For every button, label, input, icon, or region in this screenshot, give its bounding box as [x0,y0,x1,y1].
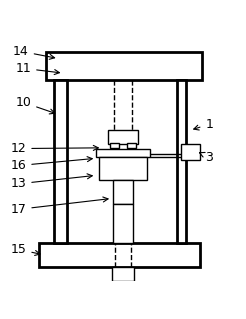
Text: 3: 3 [200,151,213,164]
Text: 14: 14 [13,45,55,59]
Bar [108,130,138,144]
Text: 11: 11 [15,62,60,75]
Bar [39,243,200,267]
Bar [181,144,200,160]
Bar [96,149,150,157]
Bar [127,143,136,148]
Text: 16: 16 [11,157,92,172]
Bar [99,157,147,180]
Bar [110,143,119,148]
Text: 17: 17 [11,197,108,216]
Text: 13: 13 [11,174,92,190]
Bar [113,204,133,243]
Bar [54,80,67,243]
Text: 1: 1 [194,118,213,131]
Text: 10: 10 [15,96,55,114]
Text: 12: 12 [11,142,98,155]
Text: 15: 15 [11,243,40,256]
Bar [113,180,133,204]
Bar [177,80,186,243]
Bar [112,267,134,281]
Bar [46,53,202,80]
